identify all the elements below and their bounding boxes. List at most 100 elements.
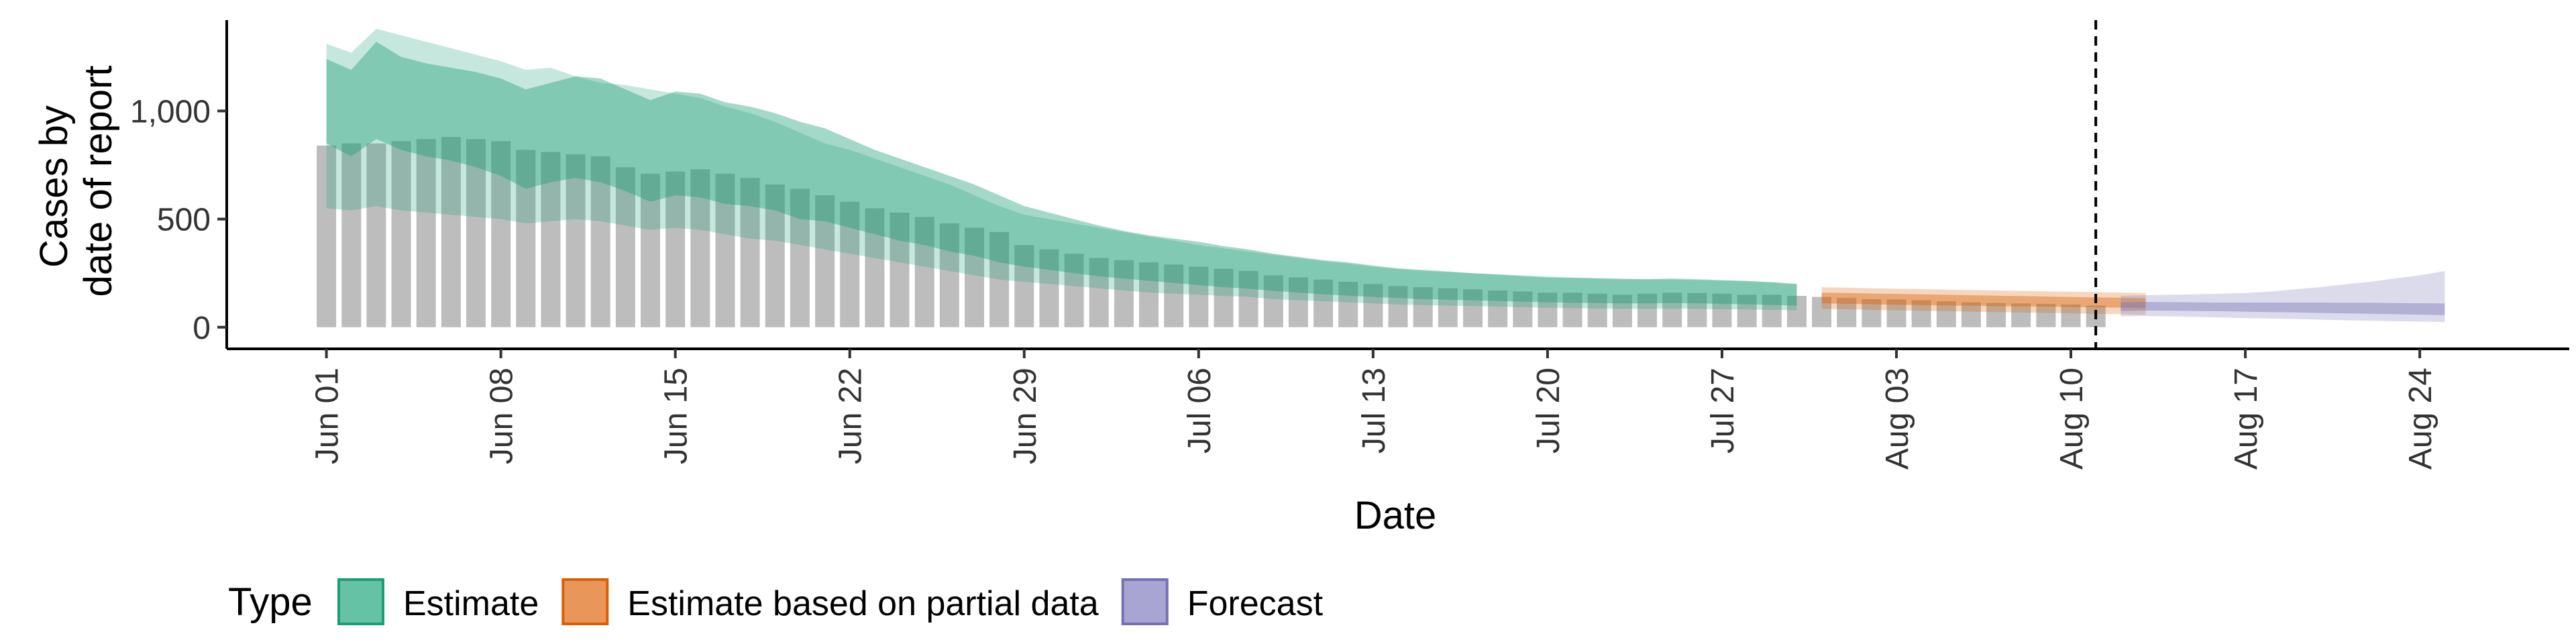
legend-label-estimate: Estimate: [403, 584, 539, 623]
observed-bar: [441, 137, 461, 327]
observed-bar: [690, 169, 710, 327]
observed-bar: [391, 141, 411, 327]
forecast-outer-band: [2121, 270, 2445, 322]
observed-bar: [989, 231, 1010, 327]
x-tick-label: Jun 01: [310, 368, 345, 464]
observed-bar: [1014, 245, 1034, 327]
observed-bar: [641, 173, 660, 327]
x-tick-label: Jul 20: [1531, 368, 1566, 453]
x-tick-label: Jul 13: [1356, 368, 1392, 453]
legend-title: Type: [228, 580, 313, 624]
observed-bar: [317, 146, 337, 327]
x-tick-label: Jun 15: [659, 368, 694, 464]
observed-bar: [740, 178, 760, 327]
x-axis-title: Date: [1354, 494, 1437, 537]
forecast-inner-band: [2121, 302, 2445, 315]
observed-bar: [1737, 294, 1757, 327]
legend-swatch-partial-estimate: [561, 578, 609, 625]
observed-bar: [1911, 300, 1931, 327]
observed-bar: [1388, 286, 1408, 327]
x-tick-label: Jun 08: [484, 368, 520, 464]
observed-bar: [1786, 296, 1807, 327]
y-axis-title-line-1: Cases by: [32, 105, 76, 268]
observed-bar: [516, 150, 536, 327]
observed-bar: [1638, 293, 1657, 327]
observed-bar: [840, 201, 860, 327]
observed-bar: [939, 223, 959, 327]
x-tick-label: Jul 06: [1182, 368, 1218, 453]
observed-bar: [1812, 297, 1831, 327]
observed-bar: [1413, 287, 1433, 327]
x-tick-label: Jul 27: [1705, 368, 1741, 453]
observed-bar: [790, 189, 810, 327]
observed-bar: [1089, 258, 1109, 327]
x-tick-label: Jun 22: [833, 368, 869, 464]
x-tick-label: Aug 17: [2229, 368, 2264, 470]
estimate-outer-band: [326, 28, 1797, 311]
observed-bar: [1961, 302, 1981, 327]
observed-bar: [1936, 301, 1956, 327]
x-tick-label: Jun 29: [1008, 368, 1043, 464]
partial-estimate-outer-band: [1821, 287, 2146, 315]
plot-area: [317, 20, 2445, 349]
observed-bar: [541, 152, 561, 327]
observed-bar: [566, 154, 586, 327]
partial-estimate-inner-band: [1821, 292, 2146, 309]
observed-bar: [1064, 254, 1084, 327]
y-tick-label: 1,000: [130, 94, 211, 129]
observed-bar: [1662, 292, 1682, 327]
y-axis-title-line-2: date of report: [76, 66, 120, 297]
observed-bar: [815, 195, 835, 327]
observed-bar: [1687, 292, 1707, 327]
observed-bar: [466, 139, 486, 327]
y-tick-label: 500: [157, 203, 211, 238]
observed-bar: [1363, 284, 1383, 327]
y-axis-title: Cases by date of report: [32, 66, 120, 297]
estimate-inner-band: [326, 42, 1797, 306]
observed-bar: [341, 143, 362, 327]
x-tick-label: Aug 03: [1880, 368, 1915, 470]
observed-bar: [914, 217, 934, 327]
observed-bar: [1986, 303, 2006, 327]
x-tick-label: Aug 10: [2054, 368, 2090, 470]
axes: Date Cases by date of report 0 500 1,000 Ju…: [32, 20, 2569, 537]
observed-bar: [1712, 293, 1732, 327]
observed-bar: [1886, 299, 1907, 327]
observed-bar: [1338, 282, 1358, 327]
observed-bar: [2011, 303, 2031, 327]
observed-bar: [2061, 304, 2081, 327]
legend: Type Estimate Estimate based on partial d…: [228, 578, 1324, 625]
observed-bar: [865, 208, 885, 327]
observed-bar: [1139, 262, 1159, 327]
observed-bar: [965, 227, 984, 327]
observed-bar: [1488, 290, 1508, 327]
observed-bar: [366, 143, 386, 327]
observed-bar: [615, 167, 635, 327]
observed-bar: [1164, 264, 1184, 327]
legend-swatch-forecast: [1121, 578, 1169, 625]
observed-bar: [1562, 292, 1582, 327]
observed-bar: [1862, 299, 1882, 327]
observed-bar: [1538, 292, 1558, 327]
observed-bar: [1513, 291, 1533, 327]
observed-bar: [1189, 266, 1209, 327]
observed-bar: [1438, 288, 1458, 327]
observed-bar: [590, 156, 610, 327]
observed-bar: [1238, 270, 1258, 327]
observed-bar: [890, 212, 910, 327]
observed-bar: [1463, 289, 1483, 327]
observed-bar: [1288, 277, 1308, 327]
observed-bar: [416, 139, 436, 327]
observed-bar: [1263, 275, 1283, 327]
observed-bar: [1114, 260, 1134, 327]
observed-bar: [1214, 268, 1234, 327]
legend-label-forecast: Forecast: [1187, 584, 1324, 623]
observed-bar: [1612, 294, 1632, 327]
observed-bar: [1587, 293, 1607, 327]
observed-bar: [2036, 303, 2056, 327]
observed-bar: [665, 171, 686, 327]
observed-bar: [1313, 279, 1334, 327]
observed-bar: [1762, 294, 1782, 327]
